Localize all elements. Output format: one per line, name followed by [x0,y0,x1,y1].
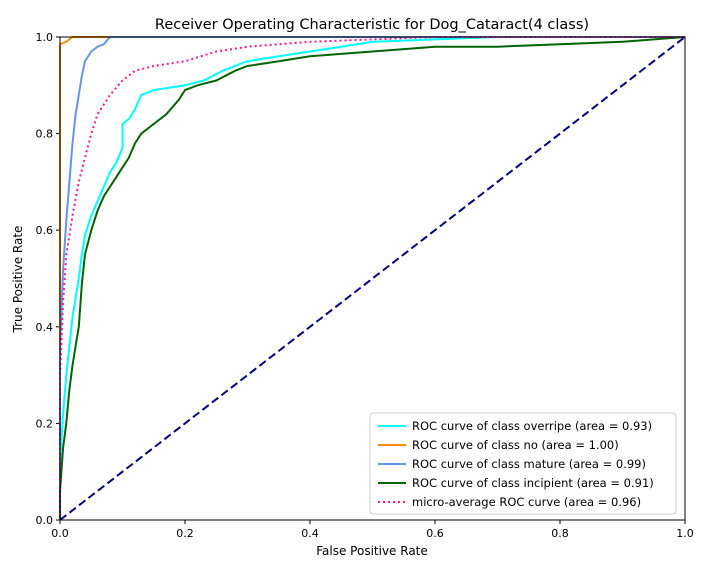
y-tick-label: 0.0 [36,514,54,527]
series-line-0 [59,36,685,520]
series-line-2 [59,36,685,520]
axis-ticks: 0.0 0.2 0.4 0.6 0.8 1.0 0.0 0.2 0.4 0.6 0.8 1.0 [36,31,694,540]
series-line-4 [59,36,685,520]
legend-entry-label: ROC curve of class mature (area = 0.99) [412,457,646,471]
y-tick-label: 0.2 [36,417,54,430]
legend-entry-label: ROC curve of class incipient (area = 0.9… [412,476,654,490]
y-axis-label: True Positive Rate [11,226,25,334]
x-tick-label: 0.6 [426,527,444,540]
x-tick-label: 1.0 [676,527,694,540]
y-tick-label: 1.0 [36,31,54,44]
legend-entry-label: ROC curve of class no (area = 1.00) [412,438,619,452]
x-tick-label: 0.0 [51,527,69,540]
legend-entry-label: micro-average ROC curve (area = 0.96) [412,495,641,509]
plot-frame [59,36,686,521]
x-tick-label: 0.4 [301,527,319,540]
x-axis-label: False Positive Rate [316,544,428,558]
legend-entry-label: ROC curve of class overripe (area = 0.93… [412,419,652,433]
x-tick-label: 0.2 [176,527,194,540]
y-tick-label: 0.4 [36,321,54,334]
y-tick-label: 0.6 [36,224,54,237]
legend-box [369,412,677,515]
chart-title: Receiver Operating Characteristic for Do… [155,17,589,33]
legend: ROC curve of class overripe (area = 0.93… [369,412,677,515]
y-tick-label: 0.8 [36,128,54,141]
series-line-3 [59,36,686,520]
x-tick-label: 0.8 [551,527,569,540]
